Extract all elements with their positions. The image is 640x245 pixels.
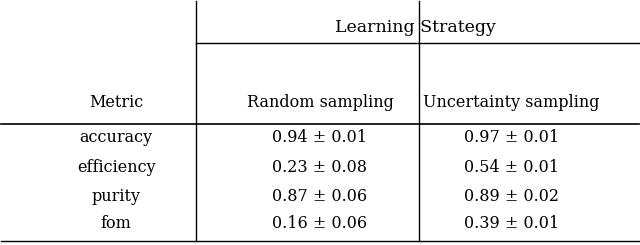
Text: 0.23 ± 0.08: 0.23 ± 0.08 — [273, 159, 367, 176]
Text: Uncertainty sampling: Uncertainty sampling — [423, 94, 600, 111]
Text: Random sampling: Random sampling — [246, 94, 394, 111]
Text: 0.89 ± 0.02: 0.89 ± 0.02 — [463, 188, 559, 205]
Text: efficiency: efficiency — [77, 159, 156, 176]
Text: Learning Strategy: Learning Strategy — [335, 19, 496, 36]
Text: fom: fom — [100, 215, 132, 232]
Text: accuracy: accuracy — [79, 129, 153, 147]
Text: Metric: Metric — [89, 94, 143, 111]
Text: 0.16 ± 0.06: 0.16 ± 0.06 — [273, 215, 367, 232]
Text: 0.87 ± 0.06: 0.87 ± 0.06 — [273, 188, 367, 205]
Text: 0.54 ± 0.01: 0.54 ± 0.01 — [463, 159, 559, 176]
Text: purity: purity — [92, 188, 141, 205]
Text: 0.97 ± 0.01: 0.97 ± 0.01 — [463, 129, 559, 147]
Text: 0.94 ± 0.01: 0.94 ± 0.01 — [273, 129, 367, 147]
Text: 0.39 ± 0.01: 0.39 ± 0.01 — [463, 215, 559, 232]
